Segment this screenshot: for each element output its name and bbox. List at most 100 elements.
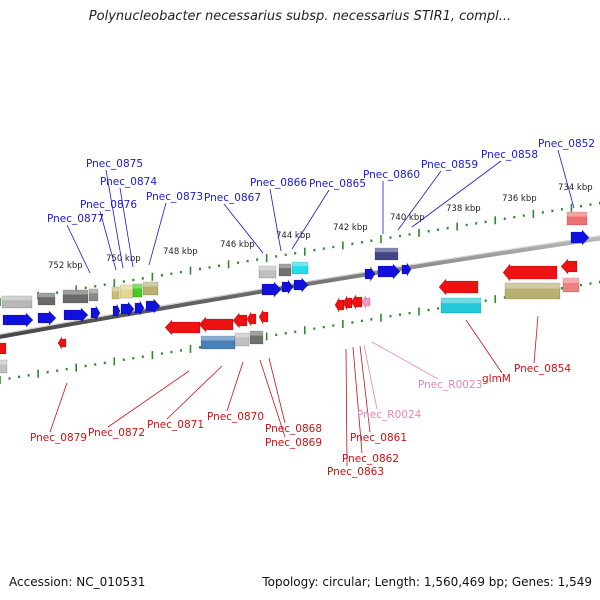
scale-label: 752 kbp [48, 261, 83, 271]
gene-connector [352, 346, 363, 454]
cog-box [0, 359, 8, 374]
gene-label-pnec_0870: Pnec_0870 [207, 411, 264, 423]
gene-label-pnec_0854: Pnec_0854 [514, 363, 571, 375]
cog-box [374, 247, 399, 261]
cds-forward-arrow [37, 310, 57, 326]
cog-box-highlight [2, 296, 32, 301]
gene-label-pnec_0868: Pnec_0868 [265, 423, 322, 435]
cds-forward-arrow [261, 281, 282, 298]
scale-label: 746 kbp [220, 240, 255, 250]
cds-reverse-arrow [164, 319, 201, 336]
cog-box [37, 292, 56, 306]
cog-box-highlight [0, 360, 7, 365]
scale-label: 744 kbp [276, 231, 311, 241]
gene-label-pnec_0876: Pnec_0876 [80, 199, 137, 211]
cds-reverse-arrow [502, 263, 558, 282]
cog-box-highlight [112, 287, 119, 292]
cds-forward-arrow [401, 261, 412, 278]
cog-box-highlight [133, 284, 142, 289]
cds-forward-arrow [2, 312, 34, 328]
cog-box-highlight [38, 293, 55, 298]
gene-connector [268, 357, 286, 424]
gene-connector [411, 160, 502, 228]
cog-box [88, 288, 99, 302]
cds-reverse-arrow [198, 316, 234, 333]
cog-box-highlight [292, 262, 308, 267]
gene-connector [345, 348, 348, 467]
gene-label-pnec_0858: Pnec_0858 [481, 149, 538, 161]
gene-label-pnec_0879: Pnec_0879 [30, 432, 87, 444]
gene-connector [291, 189, 330, 250]
cds-forward-arrow [145, 298, 161, 314]
cog-box-highlight [563, 278, 579, 283]
gene-label-pnec_0861: Pnec_0861 [350, 432, 407, 444]
gene-label-pnec_0860: Pnec_0860 [363, 169, 420, 181]
gene-connector [371, 341, 439, 380]
cds-reverse-arrow [350, 294, 363, 310]
cds-reverse-arrow [57, 335, 67, 351]
label-connectors [49, 149, 575, 467]
cog-box [62, 289, 89, 304]
gene-label-pnec_0859: Pnec_0859 [421, 159, 478, 171]
gene-label-pnec_0873: Pnec_0873 [146, 191, 203, 203]
gene-label-pnec_0871: Pnec_0871 [147, 419, 204, 431]
cog-box-highlight [259, 266, 276, 271]
gene-connector [148, 202, 167, 266]
gene-label-pnec_0877: Pnec_0877 [47, 213, 104, 225]
gene-connector [557, 149, 575, 209]
gene-connector [107, 370, 190, 428]
cds-reverse-arrow [560, 258, 578, 275]
gene-connector [226, 361, 244, 412]
accession-text: Accession: NC_010531 [9, 575, 146, 589]
feature-tracks [0, 211, 590, 374]
gene-connector [533, 315, 539, 364]
gene-label-pnec_0867: Pnec_0867 [204, 192, 261, 204]
scale-label: 738 kbp [446, 204, 481, 214]
scale-label: 740 kbp [390, 213, 425, 223]
gene-connector [259, 359, 286, 438]
gene-label-pnec_0874: Pnec_0874 [100, 176, 157, 188]
map-title: Polynucleobacter necessarius subsp. nece… [88, 9, 512, 24]
gene-label-pnec_0865: Pnec_0865 [309, 178, 366, 190]
scale-label: 736 kbp [502, 194, 537, 204]
cog-box-highlight [63, 290, 88, 295]
cog-box [234, 332, 250, 347]
cds-forward-arrow [364, 265, 376, 283]
gene-connector [49, 382, 68, 433]
cds-reverse-arrow [334, 296, 345, 314]
scale-labels: 734 kbp 736 kbp 738 kbp 740 kbp 742 kbp 744 k… [48, 183, 593, 271]
gene-label-pnec_r0023: Pnec_R0023 [418, 379, 482, 391]
gene-connector [269, 188, 282, 252]
cog-box-highlight [505, 283, 560, 289]
gene-label-pnec_0872: Pnec_0872 [88, 427, 145, 439]
scale-label: 734 kbp [558, 183, 593, 193]
cog-box-highlight [143, 282, 158, 287]
scale-label: 742 kbp [333, 223, 368, 233]
cds-reverse-arrow [342, 294, 353, 312]
cog-box [249, 330, 264, 345]
gene-label-glmm: glmM [482, 373, 511, 385]
cog-box [132, 283, 143, 298]
cog-box [566, 211, 588, 226]
cog-box-highlight [567, 212, 587, 217]
cds-reverse-arrow [0, 342, 7, 355]
cog-box [111, 286, 120, 300]
cog-box-highlight [279, 264, 291, 269]
cds-reverse-arrow [258, 308, 269, 326]
cds-forward-arrow [120, 301, 135, 317]
cog-box-highlight [235, 333, 249, 338]
topology-summary: Topology: circular; Length: 1,560,469 bp… [262, 575, 592, 589]
cds-forward-arrow [377, 263, 401, 280]
cds-reverse-arrow [246, 310, 257, 328]
gene-connector [363, 344, 378, 410]
cds-forward-arrow [281, 279, 294, 295]
gene-connector [465, 319, 503, 374]
gene-labels: Pnec_0852Pnec_0858Pnec_0859Pnec_0860Pnec… [30, 138, 595, 478]
cds-forward-arrow [90, 304, 101, 322]
cog-box [278, 263, 292, 277]
gene-label-pnec_0866: Pnec_0866 [250, 177, 307, 189]
cds-forward-arrow [134, 299, 145, 317]
gene-connector [359, 345, 371, 433]
gene-connector [397, 170, 442, 231]
cog-box [291, 261, 309, 275]
